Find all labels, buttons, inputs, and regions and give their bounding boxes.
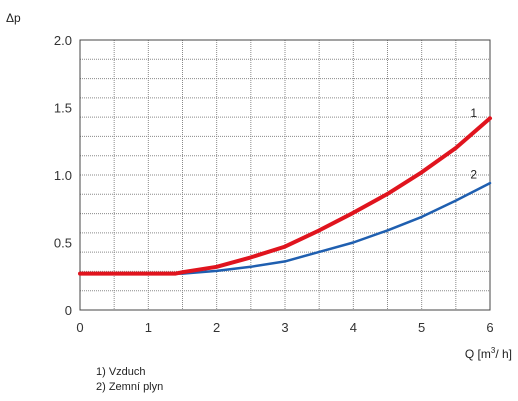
series-tags: 12 [470, 106, 477, 181]
legend-item-2: 2) Zemní plyn [96, 381, 164, 393]
y-tick-labels: 0 0.5 1.0 1.5 2.0 [54, 33, 72, 318]
x-tick-labels: 0 1 2 3 4 5 6 [76, 320, 493, 335]
y-axis-title: Δp [6, 11, 21, 25]
series-tag-2: 2 [470, 167, 477, 181]
y-tick-label: 0 [65, 303, 72, 318]
x-tick-label: 2 [213, 320, 220, 335]
y-tick-label: 1.0 [54, 168, 72, 183]
x-tick-label: 3 [281, 320, 288, 335]
series-tag-1: 1 [470, 106, 477, 120]
plot-frame [79, 39, 491, 311]
legend-item-1: 1) Vzduch [96, 366, 146, 378]
y-tick-label: 2.0 [54, 33, 72, 48]
x-tick-label: 1 [145, 320, 152, 335]
y-tick-label: 1.5 [54, 101, 72, 116]
legend: 1) Vzduch 2) Zemní plyn [96, 365, 163, 395]
grid [80, 40, 490, 310]
y-tick-label: 0.5 [54, 236, 72, 251]
x-tick-label: 0 [76, 320, 83, 335]
series-group [78, 116, 492, 276]
x-tick-label: 4 [350, 320, 357, 335]
x-axis-title: Q [m3/ h] [465, 346, 512, 361]
series-line-1 [78, 116, 492, 276]
x-tick-label: 6 [486, 320, 493, 335]
x-tick-label: 5 [418, 320, 425, 335]
